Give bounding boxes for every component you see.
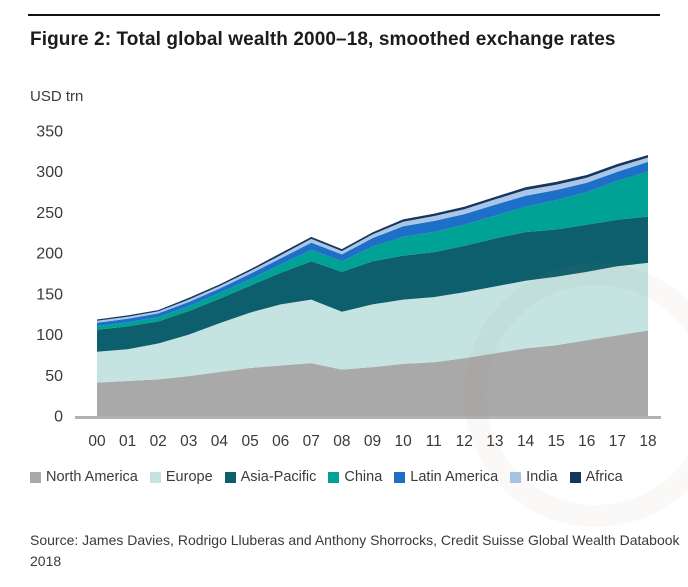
x-axis-label: 00 <box>88 433 106 450</box>
figure-title: Figure 2: Total global wealth 2000–18, s… <box>30 29 616 50</box>
source-note: Source: James Davies, Rodrigo Lluberas a… <box>30 532 680 569</box>
legend-swatch <box>149 471 161 483</box>
legend-label: Asia-Pacific <box>240 469 317 485</box>
wealth-area-chart: 0 50 100 150 200 250 300 350 00 01 02 03 04 05 06 07 08 0… <box>36 124 661 450</box>
x-axis-label: 14 <box>517 433 535 450</box>
y-axis-label: 50 <box>45 368 63 385</box>
x-axis-label: 02 <box>150 433 167 450</box>
legend-item-india: India <box>510 469 558 485</box>
area-latin-america <box>97 161 648 326</box>
x-axis-label: 10 <box>394 433 412 450</box>
x-axis-label: 16 <box>578 433 595 450</box>
legend-item-asia-pacific: Asia-Pacific <box>224 469 317 485</box>
area-asia-pacific <box>97 216 648 352</box>
legend-swatch <box>394 471 406 483</box>
top-divider <box>28 14 660 16</box>
x-axis-label: 04 <box>211 433 229 450</box>
x-axis-label: 11 <box>426 433 442 450</box>
x-axis-label: 05 <box>241 433 258 450</box>
x-axis-label: 09 <box>364 433 381 450</box>
x-axis-label: 15 <box>548 433 565 450</box>
area-north-america <box>97 330 648 416</box>
legend-item-latin-america: Latin America <box>394 469 498 485</box>
area-china <box>97 171 648 330</box>
y-axis-label: 150 <box>36 286 63 303</box>
x-axis-label: 03 <box>180 433 197 450</box>
y-axis-label: 200 <box>36 246 63 263</box>
chart-legend: North America Europe Asia-Pacific China Lati… <box>30 469 678 485</box>
legend-label: North America <box>46 469 138 485</box>
x-axis-label: 13 <box>486 433 503 450</box>
y-axis-label: 350 <box>36 124 63 141</box>
x-axis-label: 01 <box>119 433 136 450</box>
legend-swatch <box>510 471 522 483</box>
area-europe <box>97 262 648 383</box>
y-axis-label: 300 <box>36 164 63 181</box>
unit-label: USD trn <box>30 88 84 105</box>
legend-swatch <box>328 471 340 483</box>
legend-item-china: China <box>328 469 382 485</box>
legend-swatch <box>30 471 41 483</box>
legend-label: Africa <box>585 469 623 485</box>
legend-item-europe: Europe <box>149 469 213 485</box>
legend-item-north-america: North America <box>30 469 138 485</box>
legend-item-africa: Africa <box>569 469 623 485</box>
y-axis-label: 0 <box>54 409 63 426</box>
y-axis-label: 250 <box>36 205 63 222</box>
x-axis-label: 08 <box>333 433 350 450</box>
x-axis-label: 07 <box>303 433 320 450</box>
legend-label: China <box>344 469 383 485</box>
x-axis-label: 18 <box>639 433 656 450</box>
x-axis-label: 17 <box>609 433 626 450</box>
y-axis-label: 100 <box>36 327 63 344</box>
x-axis-label: 06 <box>272 433 289 450</box>
x-axis-label: 12 <box>456 433 473 450</box>
legend-label: Latin America <box>410 469 499 485</box>
legend-swatch <box>569 471 581 483</box>
area-india <box>97 157 648 323</box>
legend-label: India <box>526 469 558 485</box>
legend-swatch <box>224 471 236 483</box>
legend-label: Europe <box>165 469 213 485</box>
